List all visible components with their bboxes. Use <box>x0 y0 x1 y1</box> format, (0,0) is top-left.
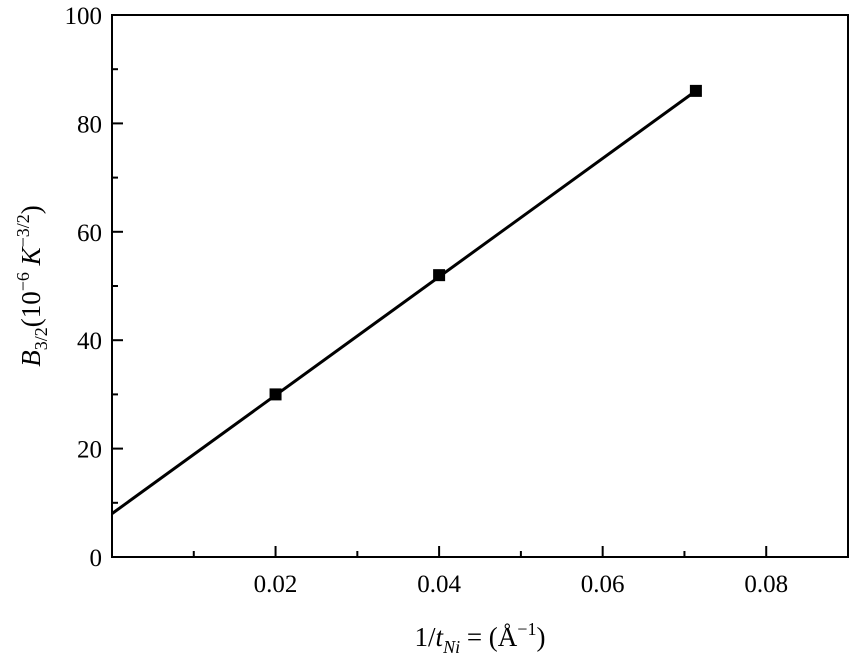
y-tick-label: 80 <box>77 111 102 138</box>
y-axis-title: B3/2(10−6 K−3/2) <box>13 205 51 367</box>
y-tick-label: 60 <box>77 220 102 247</box>
y-tick-label: 0 <box>90 545 103 572</box>
data-point <box>433 269 446 282</box>
x-tick-label: 0.02 <box>254 571 298 598</box>
y-tick-label: 40 <box>77 328 102 355</box>
x-axis-ticks: 0.02 0.04 0.06 0.08 <box>192 546 849 598</box>
data-point <box>689 84 702 97</box>
data-point <box>269 388 282 401</box>
plot-area <box>111 14 849 558</box>
y-tick-label: 100 <box>65 3 103 30</box>
x-tick-label: 0.08 <box>744 571 788 598</box>
x-axis-title: 1/tNi = (Å−1) <box>415 619 546 657</box>
data-marks <box>111 84 702 515</box>
fit-line <box>111 89 697 515</box>
y-axis-ticks: 0 20 40 60 80 100 <box>65 3 123 572</box>
y-tick-label: 20 <box>77 437 102 464</box>
x-tick-label: 0.06 <box>581 571 625 598</box>
x-tick-label: 0.04 <box>417 571 461 598</box>
